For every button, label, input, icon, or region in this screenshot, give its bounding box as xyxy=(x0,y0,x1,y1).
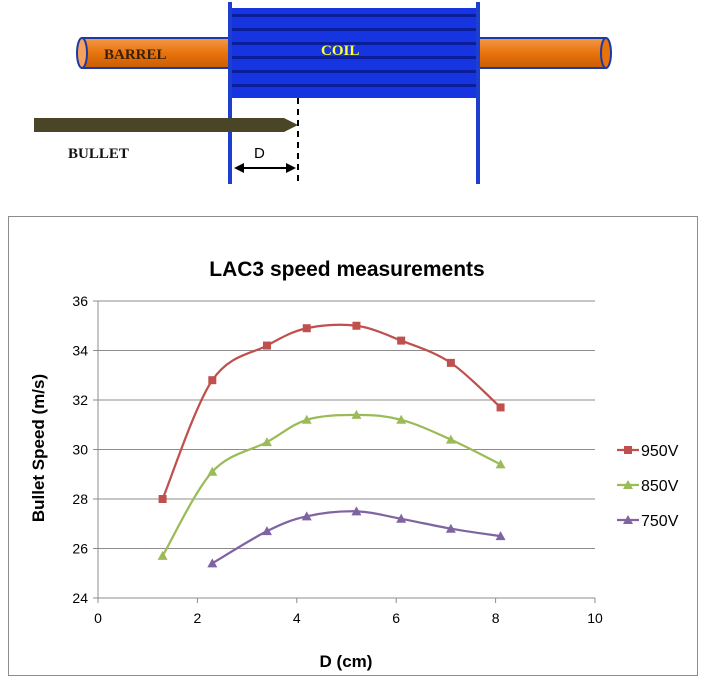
series-line-750V xyxy=(211,510,501,565)
data-point-850V xyxy=(301,414,312,424)
legend-marker-950V xyxy=(624,446,632,454)
legend-marker-750V xyxy=(623,515,633,524)
data-point-750V xyxy=(445,523,456,533)
data-point-950V xyxy=(158,495,167,503)
y-tick-label: 24 xyxy=(72,590,88,606)
coil xyxy=(228,2,480,184)
legend-label-950V: 950V xyxy=(641,443,679,460)
y-tick-label: 34 xyxy=(72,343,88,359)
data-point-850V xyxy=(396,414,407,424)
y-tick-label: 30 xyxy=(72,442,88,458)
distance-arrow xyxy=(234,163,296,173)
data-point-950V xyxy=(208,376,217,385)
data-point-850V xyxy=(261,437,272,447)
y-tick-label: 36 xyxy=(72,293,88,309)
data-point-850V xyxy=(351,409,362,419)
chart-frame: LAC3 speed measurements D (cm) Bullet Sp… xyxy=(8,216,698,676)
data-point-950V xyxy=(496,403,505,412)
data-point-950V xyxy=(446,358,455,367)
data-point-850V xyxy=(445,434,456,444)
coilgun-diagram: BARREL COIL BULLET D xyxy=(34,2,612,186)
y-axis-label: Bullet Speed (m/s) xyxy=(29,374,48,522)
x-tick-label: 2 xyxy=(194,610,202,626)
data-point-750V xyxy=(351,506,362,516)
distance-label: D xyxy=(254,145,265,162)
x-tick-label: 10 xyxy=(587,610,603,626)
legend-label-750V: 750V xyxy=(641,513,679,530)
x-tick-label: 4 xyxy=(293,610,301,626)
data-point-750V xyxy=(301,511,312,521)
y-tick-label: 32 xyxy=(72,392,88,408)
data-point-750V xyxy=(396,513,407,523)
data-point-950V xyxy=(262,341,271,350)
data-point-850V xyxy=(157,550,168,560)
data-point-950V xyxy=(302,324,311,333)
bullet xyxy=(34,118,298,132)
x-tick-label: 0 xyxy=(94,610,102,626)
data-point-750V xyxy=(261,526,272,536)
bullet-label: BULLET xyxy=(68,146,129,162)
data-point-750V xyxy=(495,531,506,541)
chart-title: LAC3 speed measurements xyxy=(209,258,484,281)
data-point-750V xyxy=(207,558,218,568)
x-tick-label: 6 xyxy=(392,610,400,626)
data-point-950V xyxy=(352,321,361,330)
x-axis-label: D (cm) xyxy=(320,652,373,671)
x-tick-label: 8 xyxy=(492,610,500,626)
legend-label-850V: 850V xyxy=(641,478,679,495)
y-tick-label: 28 xyxy=(72,491,88,507)
data-point-850V xyxy=(207,466,218,476)
y-tick-label: 26 xyxy=(72,541,88,557)
barrel-label: BARREL xyxy=(104,47,167,63)
speed-chart: LAC3 speed measurements D (cm) Bullet Sp… xyxy=(29,258,679,671)
series-line-850V xyxy=(161,413,502,557)
data-point-950V xyxy=(397,336,406,345)
data-point-850V xyxy=(495,459,506,469)
legend-marker-850V xyxy=(623,480,633,489)
coil-label: COIL xyxy=(321,43,359,59)
